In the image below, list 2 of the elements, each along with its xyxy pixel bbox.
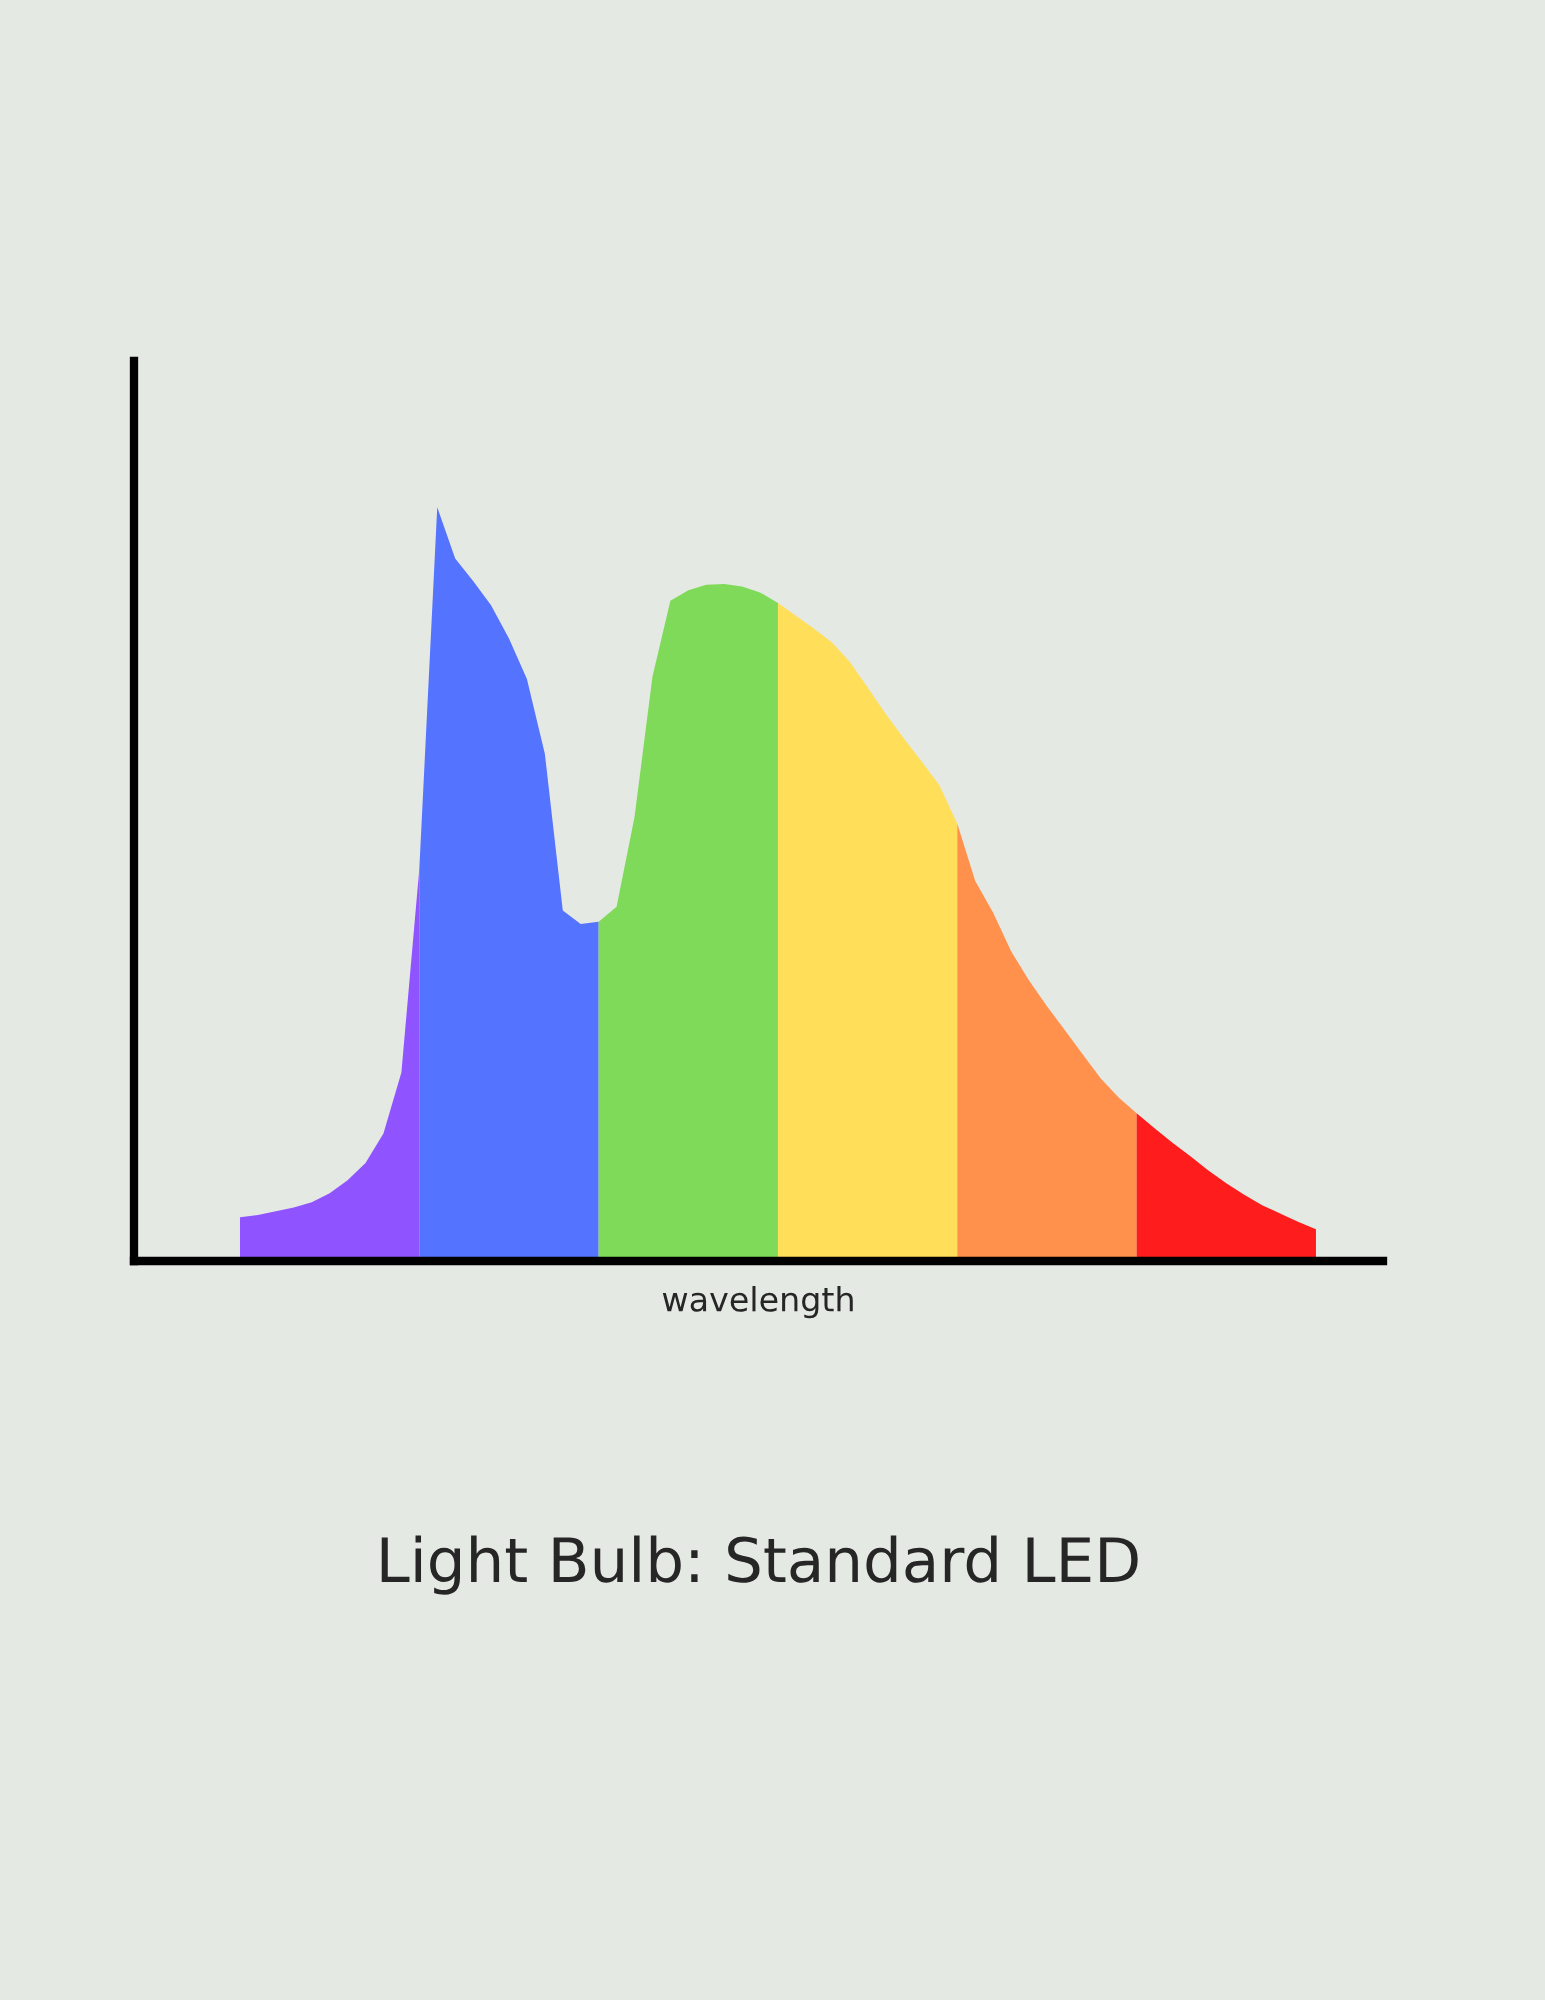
text: Light Bulb: Standard LED: [381, 1535, 1138, 1595]
x-axis-title: wavelength: [662, 1286, 853, 1319]
